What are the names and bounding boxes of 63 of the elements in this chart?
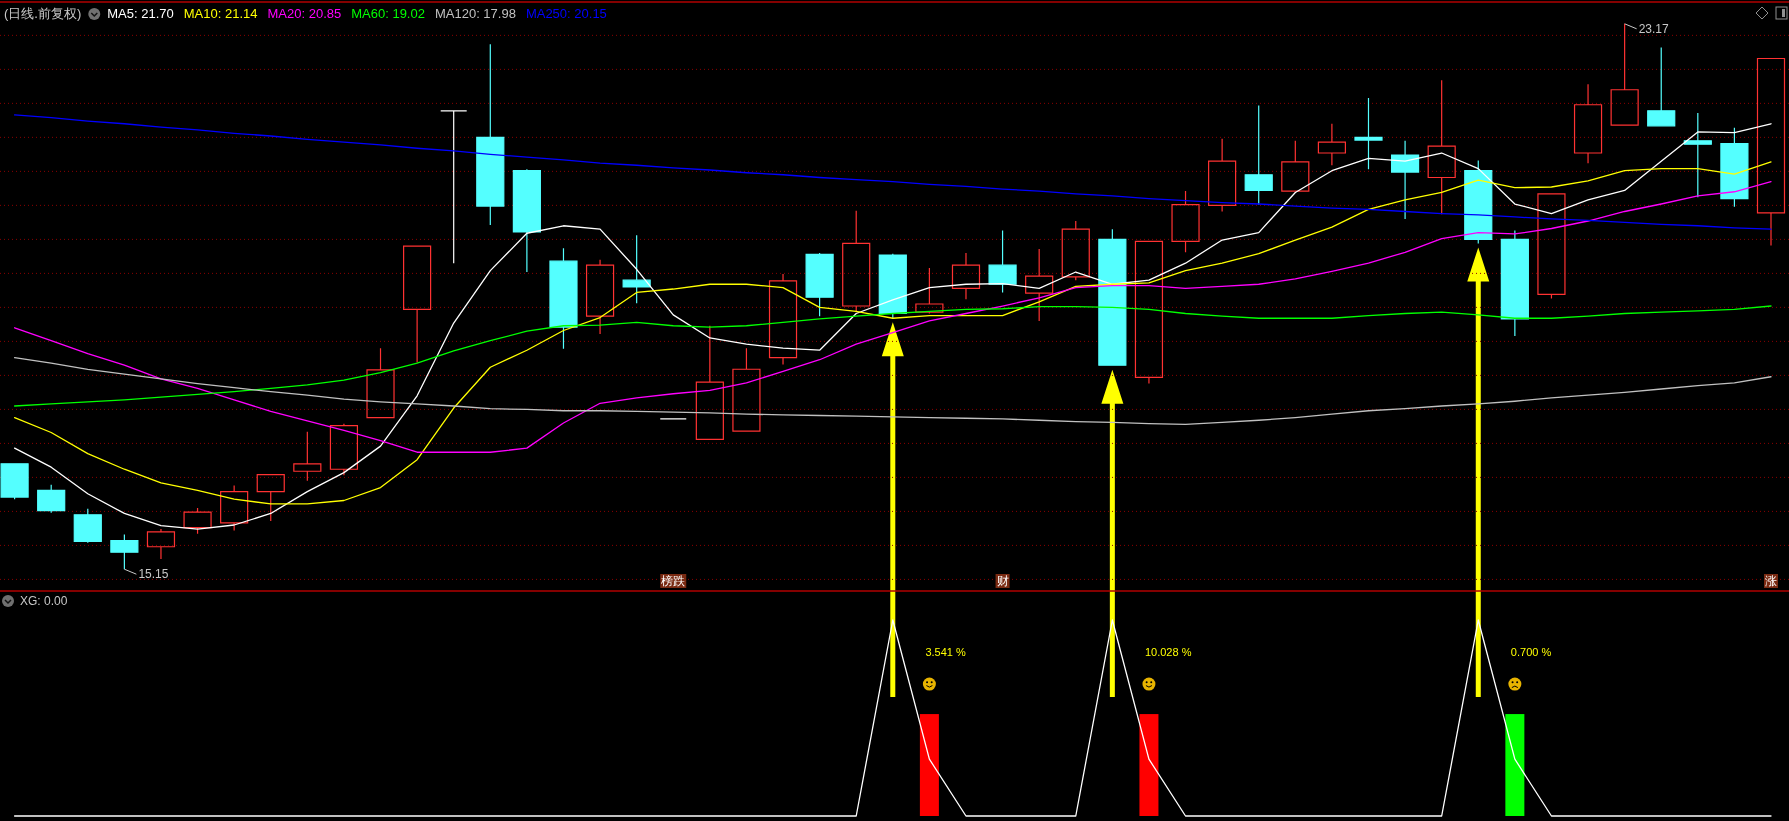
- candlestick: [1610, 23, 1639, 126]
- candlestick: [512, 168, 541, 273]
- candlestick: [1025, 248, 1054, 322]
- candlestick: [1244, 104, 1273, 206]
- candlestick: [476, 43, 505, 226]
- text: MA250: 20.15: [525, 6, 607, 21]
- x-tick-label: 财: [996, 574, 1009, 588]
- candlestick: [1500, 229, 1529, 337]
- candlestick: [329, 423, 359, 476]
- candlestick: [403, 245, 432, 364]
- candlestick: [220, 484, 249, 532]
- text: MA120: 17.98: [434, 6, 516, 21]
- candlestick: [622, 234, 651, 304]
- candlestick: [1427, 79, 1456, 215]
- candlestick: [988, 229, 1017, 294]
- candlestick: [256, 474, 285, 522]
- candlestick: [37, 484, 66, 514]
- candlestick: [73, 508, 102, 544]
- candlestick: [1464, 159, 1493, 245]
- candlestick: [1683, 112, 1712, 198]
- annotation: 0.700 %: [1510, 646, 1552, 659]
- candlestick: [768, 273, 798, 366]
- text: MA20: 20.85: [267, 6, 342, 21]
- x-tick-label: 榜跌: [661, 574, 686, 588]
- annotation: 15.15: [138, 567, 169, 582]
- candlestick: [842, 210, 871, 313]
- candlestick: [1281, 140, 1310, 192]
- candlestick: [0, 463, 29, 500]
- chart-title: (日线.前复权): [4, 6, 82, 21]
- text: MA60: 19.02: [351, 6, 425, 21]
- candlestick: [1171, 190, 1200, 253]
- annotation: 23.17: [1638, 21, 1669, 36]
- candlestick: [585, 259, 615, 335]
- candlestick: [146, 528, 176, 560]
- candlestick: [110, 533, 139, 570]
- candlestick: [1647, 47, 1676, 127]
- candlestick: [951, 252, 981, 300]
- candlestick: [440, 110, 468, 264]
- candlestick: [366, 347, 395, 419]
- candlestick: [1134, 240, 1164, 385]
- candlestick: [1317, 123, 1346, 166]
- candlestick: [1573, 83, 1603, 164]
- candlestick: [1098, 228, 1127, 367]
- text: MA10: 21.14: [183, 6, 258, 21]
- candlestick: [1390, 140, 1420, 220]
- candlestick: [805, 252, 834, 317]
- candlestick: [1720, 127, 1749, 208]
- candlestick: [1756, 57, 1786, 247]
- annotation: 10.028 %: [1144, 646, 1192, 659]
- candlestick: [1354, 97, 1383, 170]
- candlestick: [695, 325, 724, 440]
- candlestick: [293, 431, 322, 482]
- candlestick: [183, 507, 212, 535]
- chart-title: XG: 0.00: [20, 594, 68, 608]
- candlestick: [1537, 193, 1566, 300]
- candlestick: [1208, 138, 1237, 213]
- candlestick: [878, 253, 907, 319]
- x-tick-label: 涨: [1765, 574, 1777, 588]
- candlestick: [732, 347, 761, 432]
- annotation: 3.541 %: [925, 646, 966, 659]
- text: MA5: 21.70: [107, 6, 174, 21]
- candlestick: [1061, 220, 1090, 281]
- candlestick: [549, 247, 578, 350]
